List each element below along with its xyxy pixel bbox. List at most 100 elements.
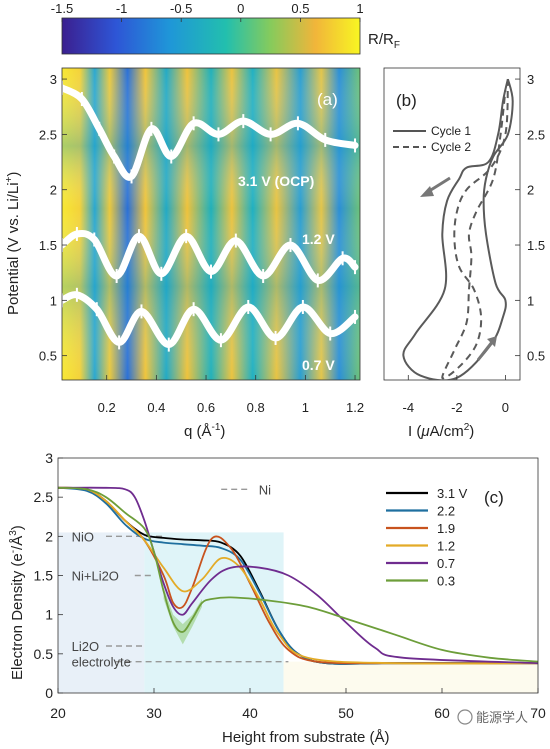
annotation-0-7v: 0.7 V bbox=[302, 357, 335, 373]
layer-label: NiO bbox=[72, 529, 94, 544]
heatmap-area bbox=[62, 68, 360, 380]
panel-c-shading bbox=[58, 532, 538, 693]
y-tick-label: 3 bbox=[50, 72, 57, 87]
y-tick-label: 2.5 bbox=[39, 127, 57, 142]
legend-label: 1.9 bbox=[437, 521, 455, 536]
colorbar-tick-label: 0 bbox=[237, 1, 244, 16]
panel-a-ylabel: Potential (V vs. Li/Li+) bbox=[4, 172, 22, 315]
colorbar-gradient bbox=[61, 17, 361, 55]
x-tick-label: 20 bbox=[50, 705, 66, 721]
y-tick-label: 0.5 bbox=[527, 349, 545, 364]
panel-c-ticks: 20 30 40 50 60 70 0 0.5 1 1.5 2 2.5 3 bbox=[34, 450, 546, 721]
sweep-arrow-up bbox=[476, 341, 494, 361]
panel-c-ylabel: Electron Density (e-/Å3) bbox=[8, 525, 26, 680]
x-tick-label: 0.8 bbox=[247, 400, 265, 415]
panel-b-legend: Cycle 1 Cycle 2 bbox=[393, 124, 471, 154]
watermark-text: 能源学人 bbox=[476, 710, 528, 725]
colorbar-tick-label: 1 bbox=[356, 1, 363, 16]
y-tick-label: 1.5 bbox=[34, 568, 54, 584]
colorbar-ticks: -1.5 -1 -0.5 0 0.5 1 bbox=[51, 1, 364, 22]
colorbar-tick-label: 0.5 bbox=[291, 1, 309, 16]
legend-label: 0.7 bbox=[437, 556, 455, 571]
annotation-1-2v: 1.2 V bbox=[302, 231, 335, 247]
y-tick-label: 0.5 bbox=[39, 349, 57, 364]
colorbar-tick-label: -1.5 bbox=[51, 1, 73, 16]
sweep-arrowhead-up bbox=[487, 336, 497, 347]
panel-b: -4 -2 0 0.5 1 1.5 2 2.5 3 (b) Cycle 1 Cycle 2 I … bbox=[383, 67, 546, 440]
x-tick-label: -2 bbox=[451, 400, 463, 415]
y-tick-label: 1 bbox=[527, 293, 534, 308]
x-tick-label: 1 bbox=[302, 400, 309, 415]
legend-label-cycle2: Cycle 2 bbox=[431, 140, 471, 154]
density-profiles bbox=[58, 486, 538, 665]
x-tick-label: 0.2 bbox=[98, 400, 116, 415]
panel-c-legend: 3.1 V 2.2 1.9 1.2 0.7 0.3 bbox=[386, 486, 468, 589]
density-profile bbox=[58, 486, 538, 665]
layer-label: electrolyte bbox=[72, 655, 131, 670]
legend-label: 2.2 bbox=[437, 504, 455, 519]
layer-guides bbox=[106, 488, 289, 663]
layer-label: Ni+Li2O bbox=[72, 569, 119, 584]
y-tick-label: 0.5 bbox=[34, 646, 54, 662]
x-tick-label: 0 bbox=[502, 400, 509, 415]
panel-c-xlabel: Height from substrate (Å) bbox=[222, 729, 390, 746]
colorbar-tick-label: -1 bbox=[116, 1, 128, 16]
shade-electrolyte-region bbox=[283, 661, 538, 693]
colorbar: -1.5 -1 -0.5 0 0.5 1 R/RF bbox=[51, 1, 400, 55]
y-tick-label: 3 bbox=[527, 72, 534, 87]
x-tick-label: 0.4 bbox=[147, 400, 165, 415]
y-tick-label: 2 bbox=[527, 183, 534, 198]
shade-substrate-region bbox=[58, 532, 145, 693]
y-tick-label: 3 bbox=[45, 450, 53, 466]
cycle1-curve bbox=[402, 78, 514, 380]
panel-a: 0.2 0.4 0.6 0.8 1 1.2 0.5 1 1.5 2 2.5 3 (a) 3.1 V (… bbox=[4, 67, 364, 440]
x-tick-label: 1.2 bbox=[346, 400, 364, 415]
x-tick-label: 50 bbox=[338, 705, 354, 721]
panel-c-label: (c) bbox=[484, 488, 504, 507]
panel-a-frame bbox=[61, 67, 361, 381]
cycle2-curve bbox=[441, 79, 509, 380]
cv-curves bbox=[402, 78, 514, 380]
y-tick-label: 2 bbox=[45, 528, 53, 544]
x-tick-label: 60 bbox=[434, 705, 450, 721]
y-tick-label: 1 bbox=[50, 293, 57, 308]
panel-a-xlabel: q (Å-1) bbox=[184, 422, 225, 440]
colorbar-tick-label: -0.5 bbox=[170, 1, 192, 16]
reflectivity-curve bbox=[62, 84, 359, 181]
panel-b-label: (b) bbox=[396, 91, 417, 110]
legend-label-cycle1: Cycle 1 bbox=[431, 124, 471, 138]
panel-a-label: (a) bbox=[317, 90, 338, 109]
x-tick-label: 0.6 bbox=[197, 400, 215, 415]
watermark: 能源学人 bbox=[457, 709, 528, 725]
sweep-arrowhead-down bbox=[420, 186, 434, 197]
legend-label: 1.2 bbox=[437, 539, 455, 554]
panel-b-ticks: -4 -2 0 0.5 1 1.5 2 2.5 3 bbox=[403, 72, 546, 415]
density-profile bbox=[58, 486, 538, 663]
layer-label: Li2O bbox=[72, 639, 99, 654]
panel-b-xlabel: I (μA/cm2) bbox=[408, 422, 474, 440]
panel-b-arrows bbox=[420, 176, 497, 361]
x-tick-label: 70 bbox=[530, 705, 546, 721]
annotation-ocp: 3.1 V (OCP) bbox=[238, 173, 314, 189]
y-tick-label: 2 bbox=[50, 183, 57, 198]
x-tick-label: 40 bbox=[242, 705, 258, 721]
colorbar-label: R/RF bbox=[368, 31, 400, 51]
y-tick-label: 1.5 bbox=[527, 238, 545, 253]
legend-label: 0.3 bbox=[437, 574, 455, 589]
reflectivity-curve bbox=[62, 229, 359, 284]
layer-label: Ni bbox=[259, 482, 271, 497]
watermark-icon bbox=[457, 709, 473, 725]
shade-interphase-region bbox=[144, 532, 284, 693]
y-tick-label: 0 bbox=[45, 685, 53, 701]
x-tick-label: -4 bbox=[403, 400, 415, 415]
y-tick-label: 2.5 bbox=[527, 127, 545, 142]
panel-b-frame bbox=[383, 67, 521, 381]
panel-a-ticks: 0.2 0.4 0.6 0.8 1 1.2 0.5 1 1.5 2 2.5 3 bbox=[39, 72, 364, 415]
density-profile bbox=[58, 486, 538, 665]
y-tick-label: 1 bbox=[45, 607, 53, 623]
y-tick-label: 2.5 bbox=[34, 489, 54, 505]
reflectivity-curves bbox=[62, 80, 359, 352]
legend-label: 3.1 V bbox=[437, 486, 468, 501]
